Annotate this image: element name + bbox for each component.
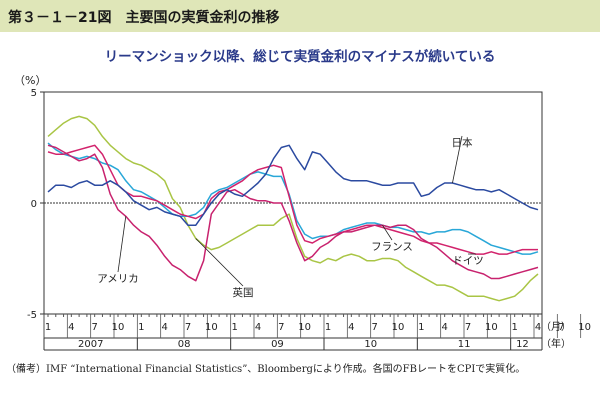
x-month-label: 4 [535, 322, 541, 333]
figure-header: 第３－１－21図 主要国の実質金利の推移 [0, 0, 600, 32]
x-month-label: 7 [465, 322, 471, 333]
series-leader-japan [452, 135, 463, 184]
x-year-label: 2007 [78, 339, 103, 350]
x-month-label: 7 [91, 322, 97, 333]
x-year-label: 12 [516, 339, 529, 350]
y-tick-label: -5 [27, 310, 37, 321]
x-month-label: 7 [371, 322, 377, 333]
x-month-label: 10 [392, 322, 405, 333]
chart-subtitle: リーマンショック以降、総じて実質金利のマイナスが続いている [104, 49, 496, 65]
figure-title: 第３－１－21図 主要国の実質金利の推移 [8, 10, 280, 26]
series-line-germany [47, 144, 538, 255]
series-line-uk [47, 115, 539, 302]
x-month-label: 1 [418, 322, 424, 333]
x-month-label: 4 [441, 322, 447, 333]
x-month-label: 7 [278, 322, 284, 333]
x-month-label: 10 [112, 322, 125, 333]
series-leader-france [382, 224, 393, 241]
series-label-germany: ドイツ [452, 255, 484, 267]
series-label-usa: アメリカ [97, 273, 138, 285]
x-month-label: 4 [68, 322, 74, 333]
x-year-unit: （年） [541, 337, 571, 350]
x-year-label: 09 [271, 339, 284, 350]
x-month-label: 4 [255, 322, 261, 333]
series-label-japan: 日本 [452, 136, 473, 149]
y-tick-label: 5 [31, 88, 37, 99]
x-month-label: 10 [485, 322, 498, 333]
y-axis-unit: （%） [14, 74, 47, 87]
x-month-label: 7 [185, 322, 191, 333]
x-year-label: 11 [458, 339, 471, 350]
x-month-label: 1 [138, 322, 144, 333]
x-month-label: 10 [578, 322, 591, 333]
x-month-label: 1 [231, 322, 237, 333]
series-line-japan [47, 144, 539, 226]
series-line-usa [47, 144, 539, 282]
x-month-unit: （月） [541, 321, 571, 333]
x-month-label: 10 [205, 322, 218, 333]
series-leader-usa [117, 216, 127, 273]
source-note: （備考）IMF “International Financial Statist… [6, 364, 526, 375]
x-month-label: 4 [348, 322, 354, 333]
series-label-france: フランス [371, 241, 413, 253]
x-year-label: 10 [364, 339, 377, 350]
series-leader-uk [195, 238, 244, 287]
x-year-label: 08 [178, 339, 191, 350]
series-line-france [47, 142, 539, 255]
series-label-uk: 英国 [233, 286, 254, 299]
x-month-label: 7 [558, 322, 564, 333]
x-month-label: 10 [298, 322, 311, 333]
x-month-label: 1 [45, 322, 51, 333]
y-tick-label: 0 [31, 199, 37, 210]
x-month-label: 1 [325, 322, 331, 333]
x-month-label: 4 [161, 322, 167, 333]
x-month-label: 1 [511, 322, 517, 333]
